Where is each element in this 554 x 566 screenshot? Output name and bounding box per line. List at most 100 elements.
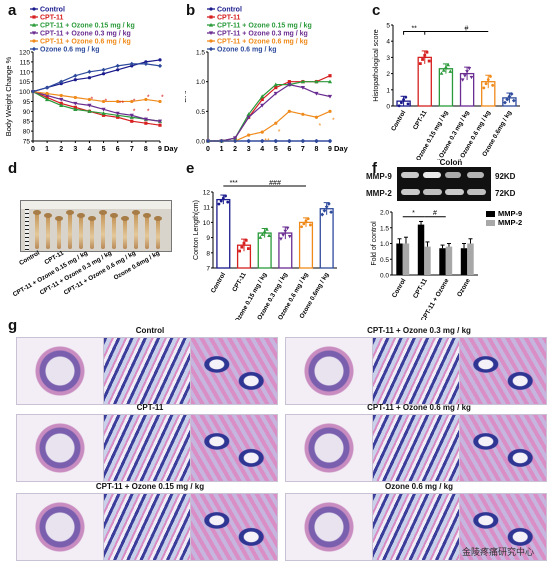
y-tick-label: 95 <box>23 99 31 106</box>
data-point <box>87 97 92 102</box>
histology-zoom <box>190 493 278 561</box>
colon-sample <box>101 213 105 249</box>
histology-overview <box>16 337 104 405</box>
x-tick-label: 1 <box>220 146 224 153</box>
legend-marker <box>31 46 37 52</box>
data-point <box>300 138 305 144</box>
y-tick-label: 1.0 <box>380 241 389 248</box>
significance-mark: ### <box>269 180 281 187</box>
data-point <box>287 138 292 144</box>
data-point <box>242 241 246 245</box>
legend-marker <box>32 7 36 11</box>
histology-zoom <box>190 414 278 482</box>
legend-marker <box>31 22 37 27</box>
y-tick-label: 1.5 <box>380 225 389 232</box>
data-point <box>217 202 221 206</box>
histology-overview <box>285 337 373 405</box>
data-point <box>314 138 319 144</box>
data-point <box>219 138 224 144</box>
data-point <box>444 65 448 69</box>
legend-entry: CPT-11 + Ozone 0.6 mg / kg <box>217 39 308 46</box>
category-label: Conrol <box>391 277 408 299</box>
data-point <box>484 82 488 86</box>
data-point <box>511 98 516 103</box>
data-point <box>503 100 507 105</box>
legend-swatch <box>486 220 495 226</box>
data-point <box>59 97 64 102</box>
data-point <box>205 138 211 144</box>
bar <box>439 248 446 275</box>
significance-mark: * <box>133 98 136 105</box>
blot-band <box>401 172 419 178</box>
significance-mark: * <box>161 94 164 101</box>
significance-mark: * <box>90 96 93 103</box>
colon-cecum <box>55 216 63 221</box>
significance-mark: * <box>147 94 150 101</box>
data-point <box>304 219 308 223</box>
data-point <box>469 75 474 80</box>
x-tick-label: 9 <box>328 146 332 153</box>
colon-sample <box>79 216 83 249</box>
data-point <box>73 78 77 82</box>
data-point <box>45 91 49 96</box>
legend-entry: Ozone 0.6 mg / kg <box>40 47 100 54</box>
histology-title: CPT-11 <box>136 403 164 412</box>
bar <box>402 243 410 275</box>
data-point <box>402 98 405 101</box>
data-point <box>491 83 495 87</box>
colon-sample <box>112 216 116 249</box>
blot-title: Colon <box>439 158 463 167</box>
significance-bracket <box>403 30 426 35</box>
x-tick-label: 8 <box>314 146 318 153</box>
x-tick-label: 2 <box>233 146 237 153</box>
data-point <box>302 222 306 226</box>
x-tick-label: 8 <box>144 146 148 153</box>
data-point <box>233 136 238 141</box>
data-point <box>301 112 305 116</box>
histology-title: CPT-11 + Ozone 0.6 mg / kg <box>367 403 471 412</box>
category-label: CPT-11 <box>412 277 429 300</box>
data-point <box>262 229 267 233</box>
legend-entry: CPT-11 + Ozone 0.15 mg / kg <box>40 23 135 30</box>
data-point <box>143 117 148 122</box>
data-point <box>87 103 92 108</box>
x-tick-label: 7 <box>130 146 134 153</box>
histology-zoom <box>103 493 191 561</box>
x-tick-label: 3 <box>247 146 251 153</box>
data-point <box>507 94 512 99</box>
y-tick-label: 2.0 <box>380 210 389 217</box>
colon-sample <box>123 219 127 249</box>
category-label: CPT-11 <box>412 109 429 131</box>
data-point <box>425 50 429 54</box>
data-point <box>260 130 264 134</box>
data-point <box>219 199 223 203</box>
histology-zoom <box>190 337 278 405</box>
y-tick-label: 11 <box>203 205 210 212</box>
colon-cecum <box>88 216 96 221</box>
x-tick-label: 5 <box>102 146 106 153</box>
colon-sample <box>57 219 61 249</box>
data-point <box>129 113 134 118</box>
histology-zoom <box>459 414 547 482</box>
significance-mark: * <box>105 98 108 105</box>
data-point <box>283 229 288 233</box>
y-tick-label: 8 <box>206 250 210 257</box>
histology-overview <box>285 493 373 561</box>
panel-letter-f: f <box>372 160 377 177</box>
data-point <box>101 72 106 76</box>
y-tick-label: 0.5 <box>196 109 205 116</box>
data-point <box>158 99 162 104</box>
histology-zoom <box>372 337 460 405</box>
data-point <box>423 53 427 57</box>
data-point <box>246 138 251 144</box>
y-tick-label: 90 <box>23 109 31 116</box>
significance-mark: * <box>412 210 415 217</box>
significance-mark: ** <box>411 26 417 33</box>
legend-marker <box>208 22 214 27</box>
colon-cecum <box>66 210 74 215</box>
data-point <box>489 75 492 78</box>
colon-cecum <box>33 210 41 215</box>
x-axis-label: Day <box>164 144 179 153</box>
